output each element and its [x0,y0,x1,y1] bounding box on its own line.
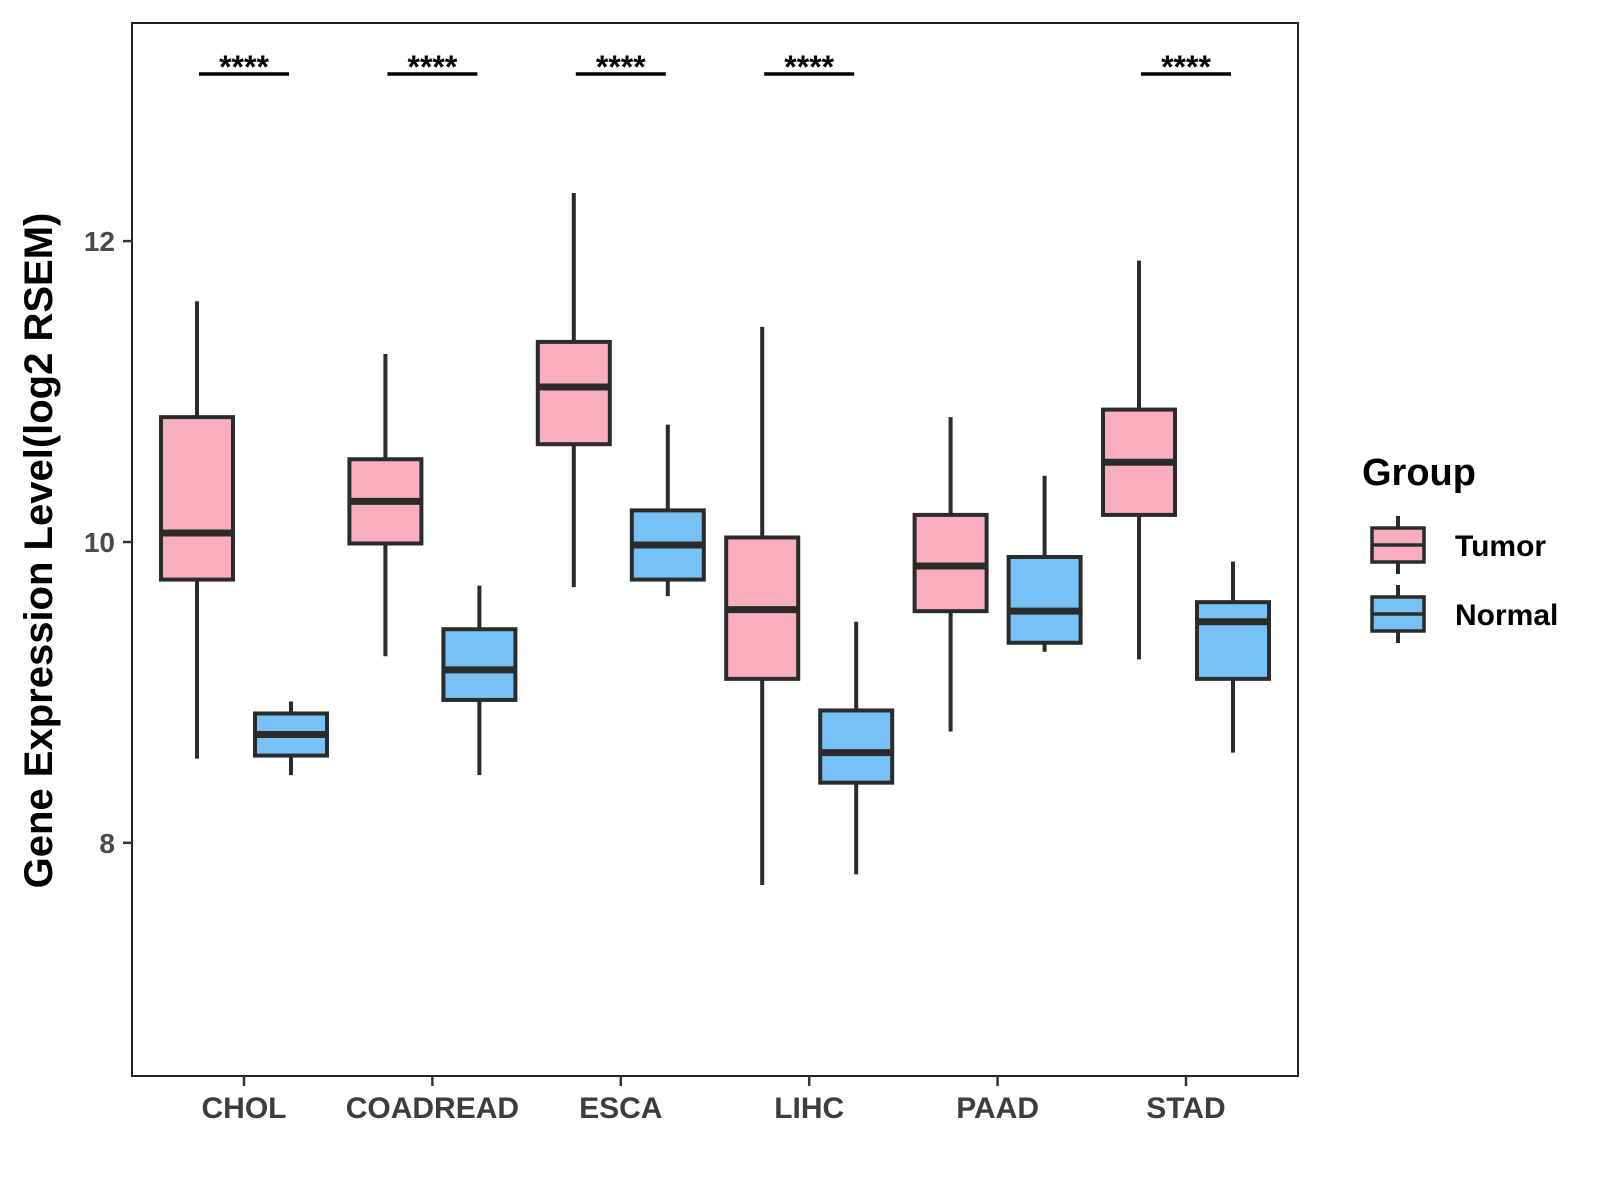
significance-esca: **** [575,49,666,85]
legend-label-tumor: Tumor [1455,530,1546,563]
significance-coadread: **** [387,49,478,85]
box-body [1006,555,1083,645]
significance-lihc: **** [764,49,855,85]
x-tick-label-coadread: COADREAD [346,1092,519,1125]
x-tick-label-chol: CHOL [202,1092,287,1125]
y-tick-label: 10 [84,527,115,558]
legend-label-normal: Normal [1455,599,1558,632]
significance-label: **** [407,49,457,85]
significance-label: **** [219,49,269,85]
box-normal-stad [1195,561,1271,753]
box-tumor-esca [535,192,612,588]
x-tick-label-esca: ESCA [579,1092,662,1125]
x-tick-label-stad: STAD [1146,1092,1225,1125]
box-normal-paad [1006,475,1083,652]
box-body [1195,600,1271,681]
y-tick-label: 12 [84,226,115,257]
y-axis-label: Gene Expression Level(log2 RSEM) [17,213,61,889]
box-body [441,627,518,702]
plot-panel-border [131,22,1299,1077]
significance-stad: **** [1141,49,1231,85]
significance-label: **** [784,49,834,85]
box-tumor-coadread [347,353,424,657]
significance-chol: **** [199,49,289,85]
box-body [159,415,235,582]
box-body [818,708,895,785]
legend-key-tumor [1370,516,1426,574]
box-normal-coadread [441,585,518,776]
box-tumor-chol [159,301,235,759]
box-body [535,339,612,447]
x-tick-label-lihc: LIHC [774,1092,844,1125]
box-normal-chol [253,701,329,776]
legend-title: Group [1362,452,1476,494]
box-tumor-lihc [724,326,801,885]
x-tick-label-paad: PAAD [956,1092,1039,1125]
box-normal-esca [629,424,706,597]
box-normal-lihc [818,621,895,875]
significance-label: **** [1161,49,1211,85]
y-tick-label: 8 [99,828,115,859]
box-tumor-paad [912,417,989,732]
legend-key-normal [1370,585,1426,643]
box-tumor-stad [1101,260,1177,660]
significance-label: **** [596,49,646,85]
